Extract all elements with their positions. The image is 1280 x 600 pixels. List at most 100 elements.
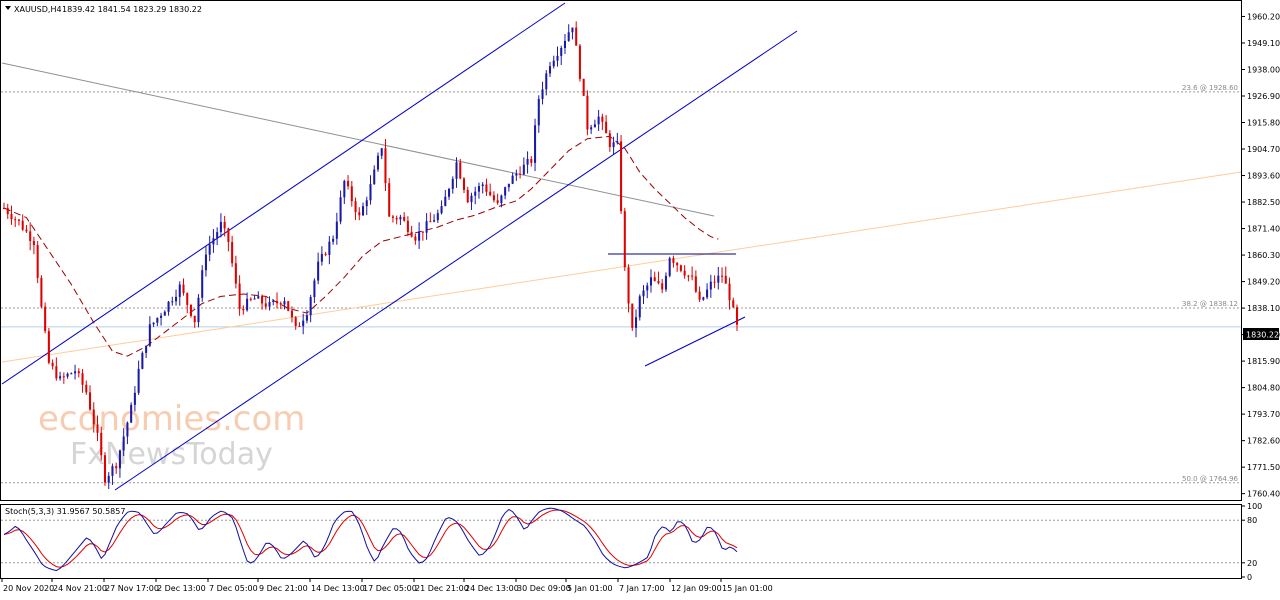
candle-body xyxy=(212,238,215,245)
channel-lower-line[interactable] xyxy=(114,30,798,491)
candle-body xyxy=(537,98,540,126)
candle-body xyxy=(683,270,686,276)
candle-body xyxy=(571,27,574,33)
candle-body xyxy=(706,289,709,298)
candle-body xyxy=(81,373,84,385)
time-tick-label: 9 Dec 21:00 xyxy=(259,584,308,593)
fib-level-label: 23.6 @ 1928.60 xyxy=(1182,84,1238,92)
candle-body xyxy=(74,371,77,374)
candle-body xyxy=(197,297,200,323)
candle-body xyxy=(32,240,35,246)
candle-body xyxy=(451,178,454,189)
candle-body xyxy=(376,155,380,170)
price-tick-label: 1782.60 xyxy=(1247,437,1280,446)
candle-body xyxy=(429,221,432,223)
fib-level-label: 50.0 @ 1764.96 xyxy=(1182,475,1239,483)
candle-body xyxy=(616,141,619,143)
candle-body xyxy=(253,298,256,300)
candle-body xyxy=(85,384,88,393)
downtrend-line[interactable] xyxy=(1,62,715,217)
price-tick-label: 1949.10 xyxy=(1247,39,1280,48)
candle-body xyxy=(414,236,417,241)
candle-body xyxy=(578,45,581,79)
main-plot-frame xyxy=(0,0,1242,501)
candle-body xyxy=(88,392,92,410)
support-line[interactable] xyxy=(644,316,746,367)
candle-body xyxy=(193,315,196,323)
candle-body xyxy=(638,296,641,318)
candle-body xyxy=(687,275,690,277)
price-tick-label: 1760.40 xyxy=(1247,490,1280,499)
channel-upper-line[interactable] xyxy=(1,2,566,385)
stoch-tick-label: 100 xyxy=(1247,502,1262,511)
candle-body xyxy=(612,142,615,148)
candle-body xyxy=(631,303,634,328)
triangle-down-icon[interactable] xyxy=(5,6,11,10)
trend-lines[interactable] xyxy=(1,2,1242,491)
price-tick-label: 1871.40 xyxy=(1247,225,1280,234)
candle-body xyxy=(238,283,241,309)
time-tick-label: 12 Jan 09:00 xyxy=(671,584,722,593)
candle-body xyxy=(462,178,466,190)
candle-body xyxy=(496,200,499,203)
candle-body xyxy=(369,184,372,201)
candle-body xyxy=(489,191,492,196)
candle-body xyxy=(732,300,735,308)
candle-body xyxy=(492,195,495,201)
candle-body xyxy=(642,290,645,297)
candle-body xyxy=(361,206,365,216)
candle-body xyxy=(115,466,118,469)
candle-body xyxy=(126,422,129,437)
candle-body xyxy=(234,263,237,284)
candle-body xyxy=(332,238,335,242)
candle-body xyxy=(186,293,189,305)
candle-body xyxy=(10,214,13,220)
candle-body xyxy=(189,304,193,316)
time-tick-label: 7 Jan 17:00 xyxy=(619,584,665,593)
time-tick-label: 17 Dec 05:00 xyxy=(363,584,417,593)
candle-body xyxy=(481,184,484,187)
candle-body xyxy=(672,258,675,263)
candle-body xyxy=(175,296,178,302)
candle-body xyxy=(152,322,155,325)
stoch-title: Stoch(5,3,3) 31.9567 50.5857 xyxy=(5,507,125,516)
candle-body xyxy=(504,187,507,196)
candle-body xyxy=(560,48,563,56)
time-tick-label: 5 Jan 01:00 xyxy=(567,584,613,593)
price-tick-label: 1771.50 xyxy=(1247,463,1280,472)
candle-body xyxy=(309,297,312,316)
candle-body xyxy=(474,191,477,196)
candle-body xyxy=(448,188,451,197)
candle-body xyxy=(17,219,20,221)
candle-body xyxy=(436,213,439,221)
candle-body xyxy=(511,175,514,184)
candle-body xyxy=(395,217,398,220)
candle-body xyxy=(391,216,394,218)
candle-body xyxy=(47,331,50,363)
candle-body xyxy=(264,303,267,307)
price-tick-label: 1793.70 xyxy=(1247,410,1280,419)
candle-body xyxy=(51,362,54,367)
candle-body xyxy=(44,306,47,332)
candle-body xyxy=(317,261,320,281)
time-tick-label: 20 Nov 2020 xyxy=(3,584,54,593)
candle-body xyxy=(623,211,626,268)
candle-body xyxy=(111,466,114,476)
fib-baseline-line[interactable] xyxy=(1,171,1242,363)
candle-body xyxy=(702,297,705,300)
candle-body xyxy=(77,371,80,374)
price-tick-label: 1893.60 xyxy=(1247,172,1280,181)
candle-body xyxy=(313,280,316,298)
candle-body xyxy=(290,310,293,318)
candle-body xyxy=(605,121,608,134)
stoch-axis: 100 80 20 0 xyxy=(1241,502,1262,582)
candle-body xyxy=(2,208,6,210)
candle-body xyxy=(6,208,9,215)
candle-body xyxy=(118,450,121,469)
candle-body xyxy=(608,133,611,148)
candle-body xyxy=(694,276,697,292)
candle-body xyxy=(100,432,103,456)
candle-body xyxy=(70,373,73,375)
candle-body xyxy=(634,317,638,328)
